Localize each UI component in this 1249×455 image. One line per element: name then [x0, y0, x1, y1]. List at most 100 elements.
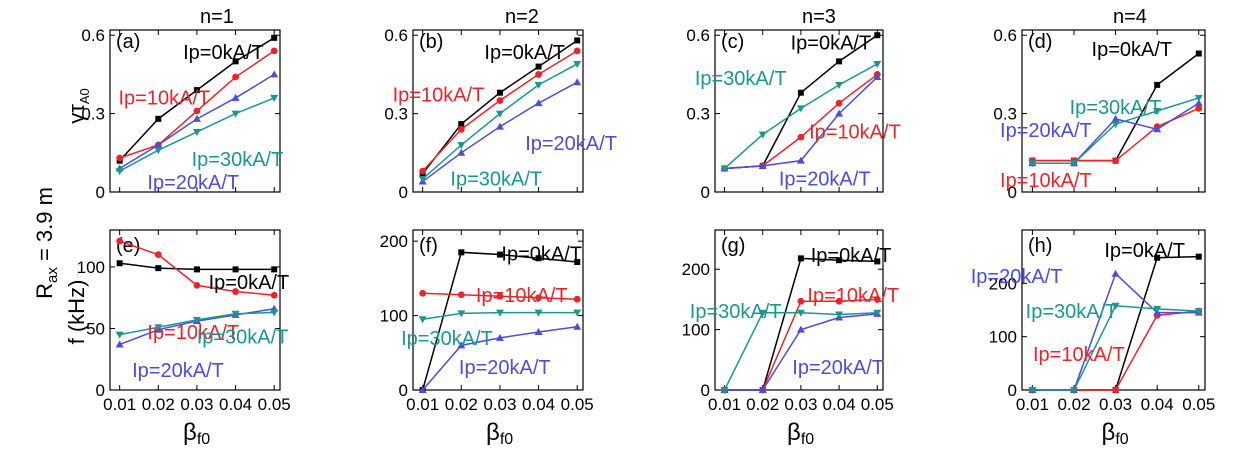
y-tick-label: 0.3: [993, 105, 1017, 124]
series-annotation: Ip=0kA/T: [1104, 240, 1185, 262]
data-point: [1111, 302, 1120, 310]
series-annotation: Ip=0kA/T: [183, 42, 264, 64]
ylabel-top-main: γτ: [64, 104, 89, 124]
data-point: [535, 255, 542, 262]
data-point: [573, 60, 582, 68]
panel-label: (b): [419, 31, 443, 53]
data-point: [192, 128, 201, 136]
x-tick-label: 0.04: [823, 395, 856, 414]
data-point: [457, 310, 466, 318]
x-axis-label-main: β: [183, 419, 197, 446]
x-tick-label: 0.04: [522, 395, 555, 414]
y-tick-label: 0.6: [993, 26, 1017, 45]
data-point: [155, 115, 162, 122]
data-point: [796, 156, 805, 164]
series-annotation: Ip=10kA/T: [809, 122, 901, 144]
data-point: [758, 131, 767, 139]
x-tick-label: 0.02: [445, 395, 478, 414]
data-point: [1195, 50, 1202, 57]
data-point: [154, 251, 162, 259]
data-point: [1069, 160, 1078, 168]
y-tick-label: 0.6: [81, 26, 105, 45]
y-tick-label: 100: [989, 328, 1017, 347]
row-label: Rax = 3.9 m: [32, 187, 61, 299]
panel-title: n=4: [1113, 6, 1147, 28]
x-tick-label: 0.01: [1016, 395, 1049, 414]
x-axis-label: βf0: [1102, 419, 1129, 448]
series-annotation: Ip=0kA/T: [811, 245, 892, 267]
panel-title: n=2: [505, 6, 539, 28]
data-point: [796, 105, 805, 113]
data-point: [271, 34, 278, 41]
data-point: [835, 99, 843, 107]
data-point: [495, 122, 504, 130]
x-axis-label-sub: f0: [197, 431, 210, 448]
panel-title: n=1: [200, 6, 234, 28]
data-point: [873, 73, 882, 81]
plot-frame: [109, 229, 281, 391]
data-point: [495, 333, 504, 341]
data-point: [457, 125, 465, 133]
series-annotation: Ip=30kA/T: [192, 149, 284, 171]
data-point: [720, 165, 729, 173]
x-tick-label: 0.02: [1057, 395, 1090, 414]
x-tick-label: 0.03: [180, 395, 213, 414]
data-point: [535, 71, 542, 78]
panel-e: 0.01 0.02 0.03 0.04 0.05050100(e)Ip=0kA/TIp=…: [77, 229, 291, 414]
data-point: [192, 114, 201, 122]
data-point: [418, 316, 427, 324]
data-point: [796, 309, 805, 317]
data-point: [874, 258, 881, 265]
data-point: [758, 309, 767, 317]
data-point: [797, 255, 804, 262]
data-point: [1069, 387, 1078, 394]
y-tick-label: 0.3: [81, 105, 105, 124]
series-annotation: Ip=30kA/T: [450, 169, 542, 191]
data-point: [496, 292, 504, 300]
x-tick-label: 0.04: [219, 395, 252, 414]
x-tick-label: 0.01: [708, 395, 741, 414]
y-tick-label: 0: [399, 183, 408, 202]
series-annotation: Ip=10kA/T: [147, 322, 239, 344]
series-annotation: Ip=20kA/T: [525, 133, 617, 155]
data-point: [496, 89, 503, 96]
row-label-sub: ax: [44, 267, 61, 283]
data-point: [418, 386, 427, 393]
data-point: [495, 110, 504, 118]
series-annotation: Ip=10kA/T: [807, 285, 899, 307]
y-tick-label: 200: [682, 260, 710, 279]
series-annotation: Ip=30kA/T: [401, 328, 493, 350]
data-point: [574, 259, 581, 265]
data-point: [232, 58, 239, 65]
data-point: [835, 81, 844, 89]
data-point: [534, 327, 543, 335]
y-tick-label: 100: [77, 258, 105, 277]
data-point: [270, 94, 279, 102]
panels: 00.30.6 (a)n=1Ip=0kA/TIp=10kA/TIp=30kA/TI…: [77, 6, 1216, 414]
series-annotation: Ip=0kA/T: [501, 243, 582, 265]
row-label-rest: = 3.9 m: [32, 187, 57, 267]
series-annotation: Ip=20kA/T: [971, 266, 1063, 288]
data-point: [1153, 108, 1162, 115]
y-tick-label: 0.3: [384, 105, 408, 124]
x-axis-label: βf0: [183, 419, 210, 448]
data-point: [193, 281, 201, 289]
data-point: [1112, 386, 1119, 394]
series-annotation: Ip=10kA/T: [1000, 170, 1092, 192]
data-point: [419, 289, 427, 297]
x-tick-label: 0.04: [1141, 395, 1174, 414]
data-point: [1194, 308, 1203, 316]
series-annotation: Ip=30kA/T: [695, 68, 787, 90]
plot-frame: [714, 29, 884, 193]
x-tick-label: 0.03: [483, 395, 516, 414]
x-axis-label-sub: f0: [1115, 431, 1128, 448]
data-point: [1154, 81, 1161, 88]
data-point: [457, 291, 465, 299]
data-point: [115, 340, 124, 348]
panel-c: 0 0.3 0.6 (c) n=3 Ip=0kA/TIp=30kA/T Ip=10kA/T I…: [686, 6, 900, 202]
data-point: [758, 386, 767, 393]
data-point: [231, 93, 240, 101]
series-annotation: Ip=0kA/T: [1092, 39, 1173, 61]
x-axis-label-main: β: [1102, 419, 1116, 446]
plot-frame: [109, 29, 281, 193]
